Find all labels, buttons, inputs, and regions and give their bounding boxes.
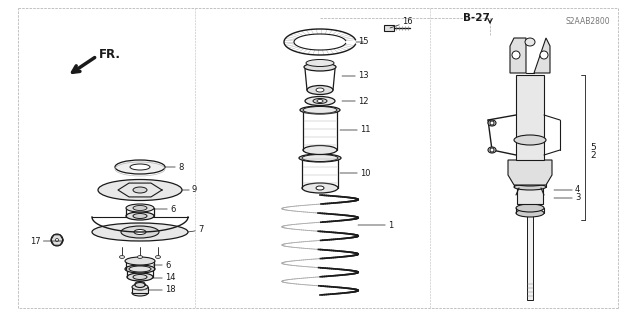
Bar (516, 75, 544, 160)
Text: B-27: B-27 (463, 13, 490, 23)
Ellipse shape (540, 51, 548, 59)
Ellipse shape (135, 281, 145, 286)
Text: 15: 15 (356, 38, 369, 47)
Text: 6: 6 (153, 261, 170, 270)
Ellipse shape (514, 184, 546, 190)
Polygon shape (132, 287, 148, 293)
Ellipse shape (317, 100, 323, 102)
Ellipse shape (302, 183, 338, 193)
Text: 6: 6 (154, 204, 175, 213)
Text: FR.: FR. (99, 48, 121, 61)
Ellipse shape (133, 205, 147, 211)
Ellipse shape (302, 154, 338, 161)
Ellipse shape (316, 88, 324, 92)
Ellipse shape (313, 99, 327, 103)
Ellipse shape (307, 85, 333, 94)
Ellipse shape (514, 135, 546, 145)
Ellipse shape (115, 160, 165, 174)
Text: 12: 12 (342, 97, 369, 106)
Text: 8: 8 (165, 162, 184, 172)
Text: S2AAB2800: S2AAB2800 (565, 18, 610, 26)
Ellipse shape (133, 213, 147, 219)
Ellipse shape (130, 164, 150, 170)
Text: 11: 11 (340, 125, 371, 135)
Ellipse shape (132, 284, 148, 290)
Ellipse shape (306, 60, 334, 66)
Ellipse shape (121, 226, 159, 238)
Text: 2: 2 (590, 151, 596, 160)
Ellipse shape (125, 265, 155, 273)
Text: 1: 1 (358, 220, 393, 229)
Ellipse shape (304, 63, 336, 71)
Ellipse shape (127, 273, 153, 281)
Text: 16: 16 (390, 18, 413, 28)
Bar (384, 25, 394, 31)
Ellipse shape (126, 212, 154, 220)
Ellipse shape (125, 257, 155, 265)
Text: 3: 3 (554, 194, 580, 203)
Ellipse shape (132, 290, 148, 296)
Ellipse shape (98, 180, 182, 201)
Text: 4: 4 (554, 186, 580, 195)
Ellipse shape (516, 204, 544, 212)
Text: 13: 13 (342, 71, 369, 80)
Ellipse shape (133, 187, 147, 193)
Ellipse shape (490, 148, 494, 152)
Polygon shape (534, 38, 550, 73)
Ellipse shape (126, 204, 154, 212)
Ellipse shape (305, 97, 335, 106)
Text: 7: 7 (188, 226, 204, 234)
Ellipse shape (300, 106, 340, 114)
Ellipse shape (135, 283, 145, 287)
Ellipse shape (51, 234, 63, 246)
Ellipse shape (512, 51, 520, 59)
Ellipse shape (514, 180, 546, 186)
Ellipse shape (134, 229, 146, 234)
Text: 14: 14 (152, 273, 175, 283)
Text: 9: 9 (182, 186, 197, 195)
Ellipse shape (516, 209, 544, 217)
Ellipse shape (316, 186, 324, 190)
Ellipse shape (303, 145, 337, 154)
Text: 5: 5 (590, 144, 596, 152)
Ellipse shape (156, 256, 161, 258)
Ellipse shape (92, 223, 188, 241)
Ellipse shape (56, 239, 58, 241)
Text: 17: 17 (30, 236, 63, 246)
Ellipse shape (138, 256, 143, 258)
Ellipse shape (120, 256, 125, 258)
Bar (517, 185, 543, 204)
Text: 10: 10 (340, 168, 371, 177)
Ellipse shape (133, 275, 147, 279)
Text: 18: 18 (148, 286, 175, 294)
Polygon shape (510, 38, 526, 73)
Ellipse shape (488, 147, 496, 153)
Bar (527, 210, 533, 300)
Polygon shape (508, 160, 552, 185)
Ellipse shape (525, 38, 535, 46)
Ellipse shape (303, 107, 337, 114)
Ellipse shape (299, 154, 341, 162)
Ellipse shape (129, 266, 151, 272)
Ellipse shape (488, 120, 496, 126)
Ellipse shape (490, 121, 494, 125)
